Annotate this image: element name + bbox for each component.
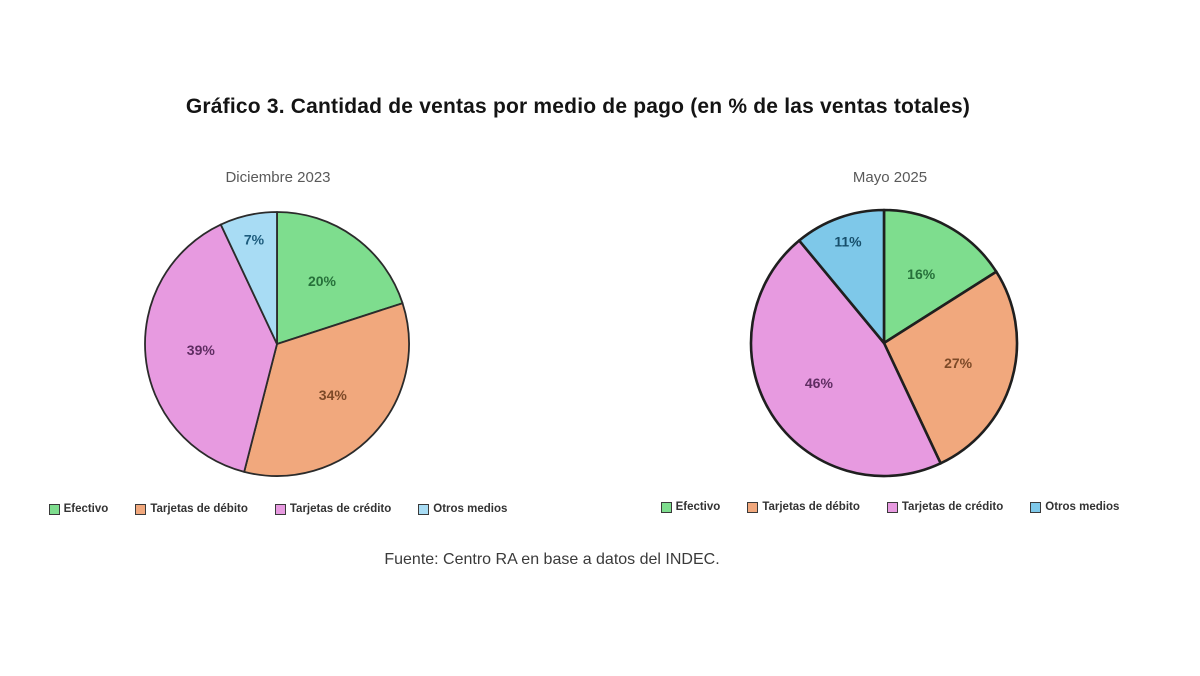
pie-slice-value-otros-medios: 7% [244,232,265,248]
legend-swatch-tarjetas-de-debito [135,503,147,515]
legend-label: Otros medios [1045,501,1120,513]
pie-svg: 16% 27% 46% 11% [749,208,1019,478]
figure-title: Gráfico 3. Cantidad de ventas por medio … [185,95,971,118]
legend-item-tarjetas-de-debito: Tarjetas de débito [135,503,248,515]
pie-slice-tarjetas-de-debito [243,302,410,477]
legend-swatch-otros-medios [1030,501,1042,513]
legend-label: Tarjetas de débito [150,503,248,515]
legend-label: Efectivo [63,503,109,515]
legend-label: Tarjetas de crédito [901,501,1004,513]
legend-label: Otros medios [433,503,508,515]
legend-label: Tarjetas de débito [762,501,860,513]
legend-item-tarjetas-de-debito: Tarjetas de débito [747,501,860,513]
legend-swatch-otros-medios [418,503,430,515]
legend: Efectivo Tarjetas de débito Tarjetas de cr… [38,503,518,515]
legend-item-efectivo: Efectivo [660,501,721,513]
legend-item-otros-medios: Otros medios [418,503,507,515]
pie-svg: 20% 34% 39% 7% [144,211,410,477]
legend-swatch-efectivo [48,503,60,515]
pie-slice-otros-medios [219,211,278,345]
pie-slice-value-tarjetas-de-credito: 46% [805,375,834,391]
pie-slice-efectivo [276,211,404,345]
legend-item-efectivo: Efectivo [48,503,109,515]
pie-slice-tarjetas-de-credito [749,239,942,478]
chart-subtitle: Mayo 2025 [852,169,928,186]
legend-swatch-tarjetas-de-credito [886,501,898,513]
pie-slice-value-tarjetas-de-debito: 34% [319,387,348,403]
pie-slice-value-efectivo: 16% [907,266,936,282]
pie-slice-value-efectivo: 20% [308,273,337,289]
pie-slice-tarjetas-de-debito [882,270,1019,465]
pie-slice-value-tarjetas-de-credito: 39% [187,342,216,358]
legend-label: Tarjetas de crédito [289,503,392,515]
legend-item-tarjetas-de-credito: Tarjetas de crédito [886,501,1004,513]
pie-slice-efectivo [882,208,998,345]
chart-subtitle: Diciembre 2023 [225,169,331,186]
pie-slice-tarjetas-de-credito [144,223,278,473]
pie-slice-value-tarjetas-de-debito: 27% [944,355,973,371]
legend-item-otros-medios: Otros medios [1030,501,1119,513]
source-note: Fuente: Centro RA en base a datos del IN… [384,551,720,568]
pie-chart-mayo-2025: Mayo 2025 16% 27% 46% 11% Efectivo Tarjetas … [640,160,1140,540]
legend-swatch-efectivo [660,501,672,513]
pie-slice-value-otros-medios: 11% [834,234,862,250]
legend-swatch-tarjetas-de-debito [747,501,759,513]
pie-chart-diciembre-2023: Diciembre 2023 20% 34% 39% 7% Efectivo Tarje… [38,160,518,540]
legend: Efectivo Tarjetas de débito Tarjetas de cr… [640,501,1140,513]
legend-item-tarjetas-de-credito: Tarjetas de crédito [274,503,392,515]
legend-label: Efectivo [675,501,721,513]
pie-slice-otros-medios [797,208,886,345]
legend-swatch-tarjetas-de-credito [274,503,286,515]
